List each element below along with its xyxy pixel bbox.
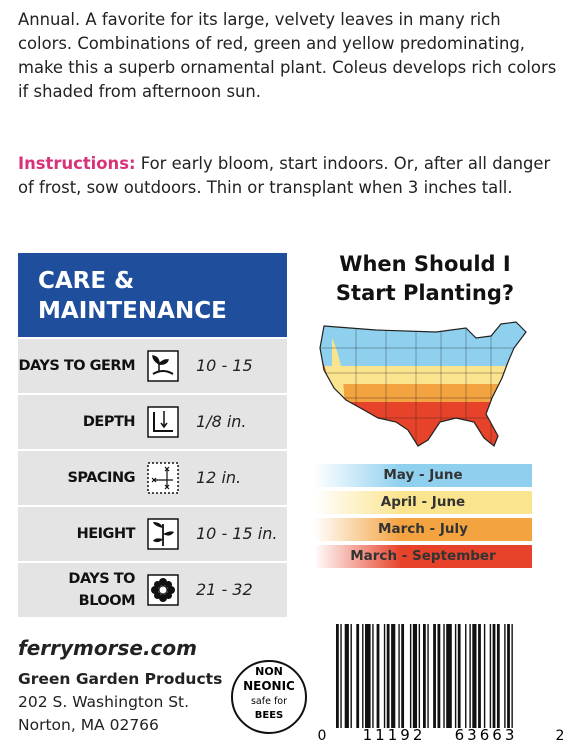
zone-label: March - September [314,545,532,568]
barcode-bar [483,624,486,728]
barcode-bar [418,624,421,728]
barcode-bar [344,624,349,728]
barcode-bar [446,624,452,728]
barcode-digit: 0 [318,728,327,744]
row-label: DAYS TO GERM [18,339,135,393]
instructions-label: Instructions: [18,154,136,173]
barcode-bar [362,624,364,728]
bee-badge: NON NEONIC safe for BEES [231,660,307,734]
barcode-bar [465,624,467,728]
row-label: SPACING [67,451,135,505]
row-value: 10 - 15 in. [196,524,278,543]
label-line: HEIGHT [76,526,136,542]
spacing-icon [147,462,179,494]
zone-map [319,321,527,447]
instructions-text: For early bloom, start indoors. Or, afte… [18,154,551,197]
address-line: 202 S. Washington St. [18,693,190,711]
row-label: HEIGHT [76,507,136,561]
website: ferrymorse.com [18,636,197,660]
care-row: DAYS TO BLOOM 21 - 32 [18,563,287,617]
barcode-bar [401,624,405,728]
barcode-bar [350,624,352,728]
badge-line: NEONIC [243,679,295,693]
row-value: 21 - 32 [196,580,253,599]
barcode-bar [457,624,461,728]
germ-icon [147,350,179,382]
care-row: SPACING 12 in. [18,451,287,505]
barcode-bar [336,624,339,728]
barcode-bar [437,624,441,728]
care-title-line: CARE & [38,268,135,294]
barcode-bar [376,624,380,728]
barcode-bar [340,624,342,728]
care-title-line: MAINTENANCE [38,298,227,324]
zone-label: April - June [314,491,532,514]
label-line: DAYS TO GERM [18,358,135,374]
badge-line: NON [255,665,283,678]
barcode-bar [427,624,429,728]
barcode-bar [489,624,492,728]
company: Green Garden Products [18,670,223,688]
barcode-bar [423,624,426,728]
row-value: 1/8 in. [196,412,247,431]
barcode-bar [504,624,506,728]
badge-line: BEES [255,710,284,721]
barcode-bar [507,624,510,728]
label-line: BLOOM [78,593,136,609]
care-row: DAYS TO GERM 10 - 15 [18,339,287,393]
barcode-bar [492,624,496,728]
bloom-icon [147,574,179,606]
care-row: DEPTH 1/8 in. [18,395,287,449]
height-icon [147,518,179,550]
barcode-bar [356,624,360,728]
barcode-bar [372,624,374,728]
row-value: 10 - 15 [196,356,253,375]
address-line: Norton, MA 02766 [18,716,159,734]
barcode: 0 11192 63663 2 [318,622,565,744]
care-panel: CARE & MAINTENANCE DAYS TO GERM 10 - 15 D… [18,253,287,617]
barcode-bg [332,622,550,730]
label-line: SPACING [67,470,135,486]
badge-line: safe for [251,696,287,707]
barcode-bar [383,624,386,728]
barcode-bar [386,624,390,728]
barcode-digits: 63663 [455,726,518,744]
title-line: When Should I [339,252,511,276]
barcode-bar [454,624,457,728]
row-value: 12 in. [196,468,242,487]
barcode-bar [391,624,396,728]
instructions: Instructions: For early bloom, start ind… [18,152,558,200]
barcode-digits: 11192 [363,726,426,744]
title-line: Start Planting? [335,281,515,305]
row-label: DAYS TO BLOOM [68,563,135,617]
barcode-digit: 2 [556,728,565,744]
barcode-bar [409,624,412,728]
zone-label: March - July [314,518,532,541]
barcode-bar [433,624,436,728]
barcode-bar [365,624,371,728]
barcode-bar [469,624,471,728]
planting-title: When Should I Start Planting? [318,250,532,308]
barcode-bar [398,624,400,728]
label-line: DAYS TO [68,571,135,587]
care-row: HEIGHT 10 - 15 in. [18,507,287,561]
zone-label: May - June [314,464,532,487]
label-line: DEPTH [82,414,136,430]
barcode-bar [443,624,445,728]
row-label: DEPTH [82,395,136,449]
care-title: CARE & MAINTENANCE [18,253,287,337]
barcode-bar [511,624,513,728]
barcode-bar [478,624,481,728]
barcode-bar [496,624,500,728]
depth-icon [147,406,179,438]
description: Annual. A favorite for its large, velvet… [18,10,557,101]
barcode-bar [472,624,477,728]
barcode-bar [412,624,418,728]
